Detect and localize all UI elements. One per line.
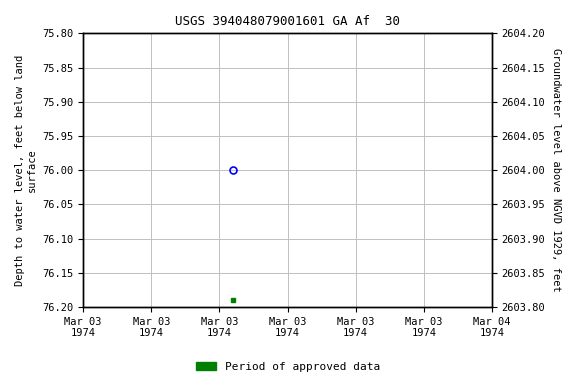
Y-axis label: Depth to water level, feet below land
surface: Depth to water level, feet below land su…: [15, 55, 37, 286]
Title: USGS 394048079001601 GA Af  30: USGS 394048079001601 GA Af 30: [175, 15, 400, 28]
Legend: Period of approved data: Period of approved data: [191, 358, 385, 377]
Y-axis label: Groundwater level above NGVD 1929, feet: Groundwater level above NGVD 1929, feet: [551, 48, 561, 292]
